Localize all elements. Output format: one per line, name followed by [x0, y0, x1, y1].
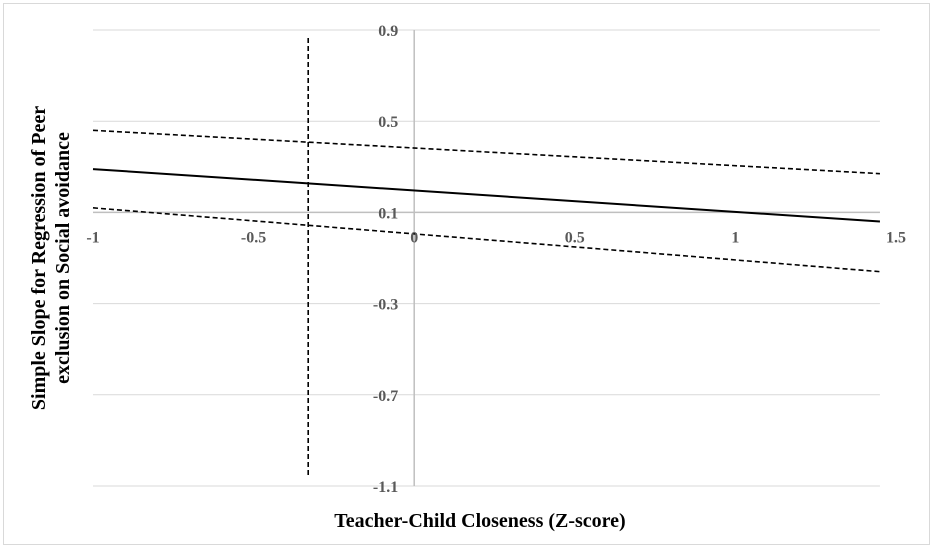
grid-lines	[93, 29, 880, 487]
x-tick-label-3: 0.5	[565, 229, 585, 246]
y-axis-title-line-1: Simple Slope for Regression of Peer	[28, 106, 50, 410]
x-tick-label-4: 1	[731, 229, 739, 246]
x-tick-label-2: 0	[410, 229, 418, 246]
y-tick-label-0: 0.9	[378, 23, 398, 40]
y-tick-label-2: 0.1	[378, 205, 398, 222]
slope-line-0	[92, 168, 881, 223]
x-axis-title: Teacher-Child Closeness (Z-score)	[334, 510, 625, 532]
series-lines	[92, 38, 881, 478]
y-axis-title-line-2: exclusion on Social avoidance	[52, 132, 74, 384]
y-tick-label-4: -0.7	[373, 388, 398, 405]
confidence-band-line-1	[92, 129, 880, 175]
x-tick-label-1: -0.5	[241, 229, 266, 246]
tick-labels: 0.9 0.5 0.1 -0.3 -0.7 -1.1 -1 -0.5 0 0.5 1 1.5	[86, 23, 906, 496]
confidence-band-line-2	[92, 207, 881, 273]
axes	[93, 30, 880, 486]
y-tick-label-3: -0.3	[373, 297, 398, 314]
x-tick-label-0: -1	[86, 229, 99, 246]
y-tick-label-5: -1.1	[373, 479, 398, 496]
x-tick-label-5: 1.5	[886, 229, 906, 246]
y-tick-label-1: 0.5	[378, 114, 398, 131]
chart-frame	[3, 3, 930, 545]
